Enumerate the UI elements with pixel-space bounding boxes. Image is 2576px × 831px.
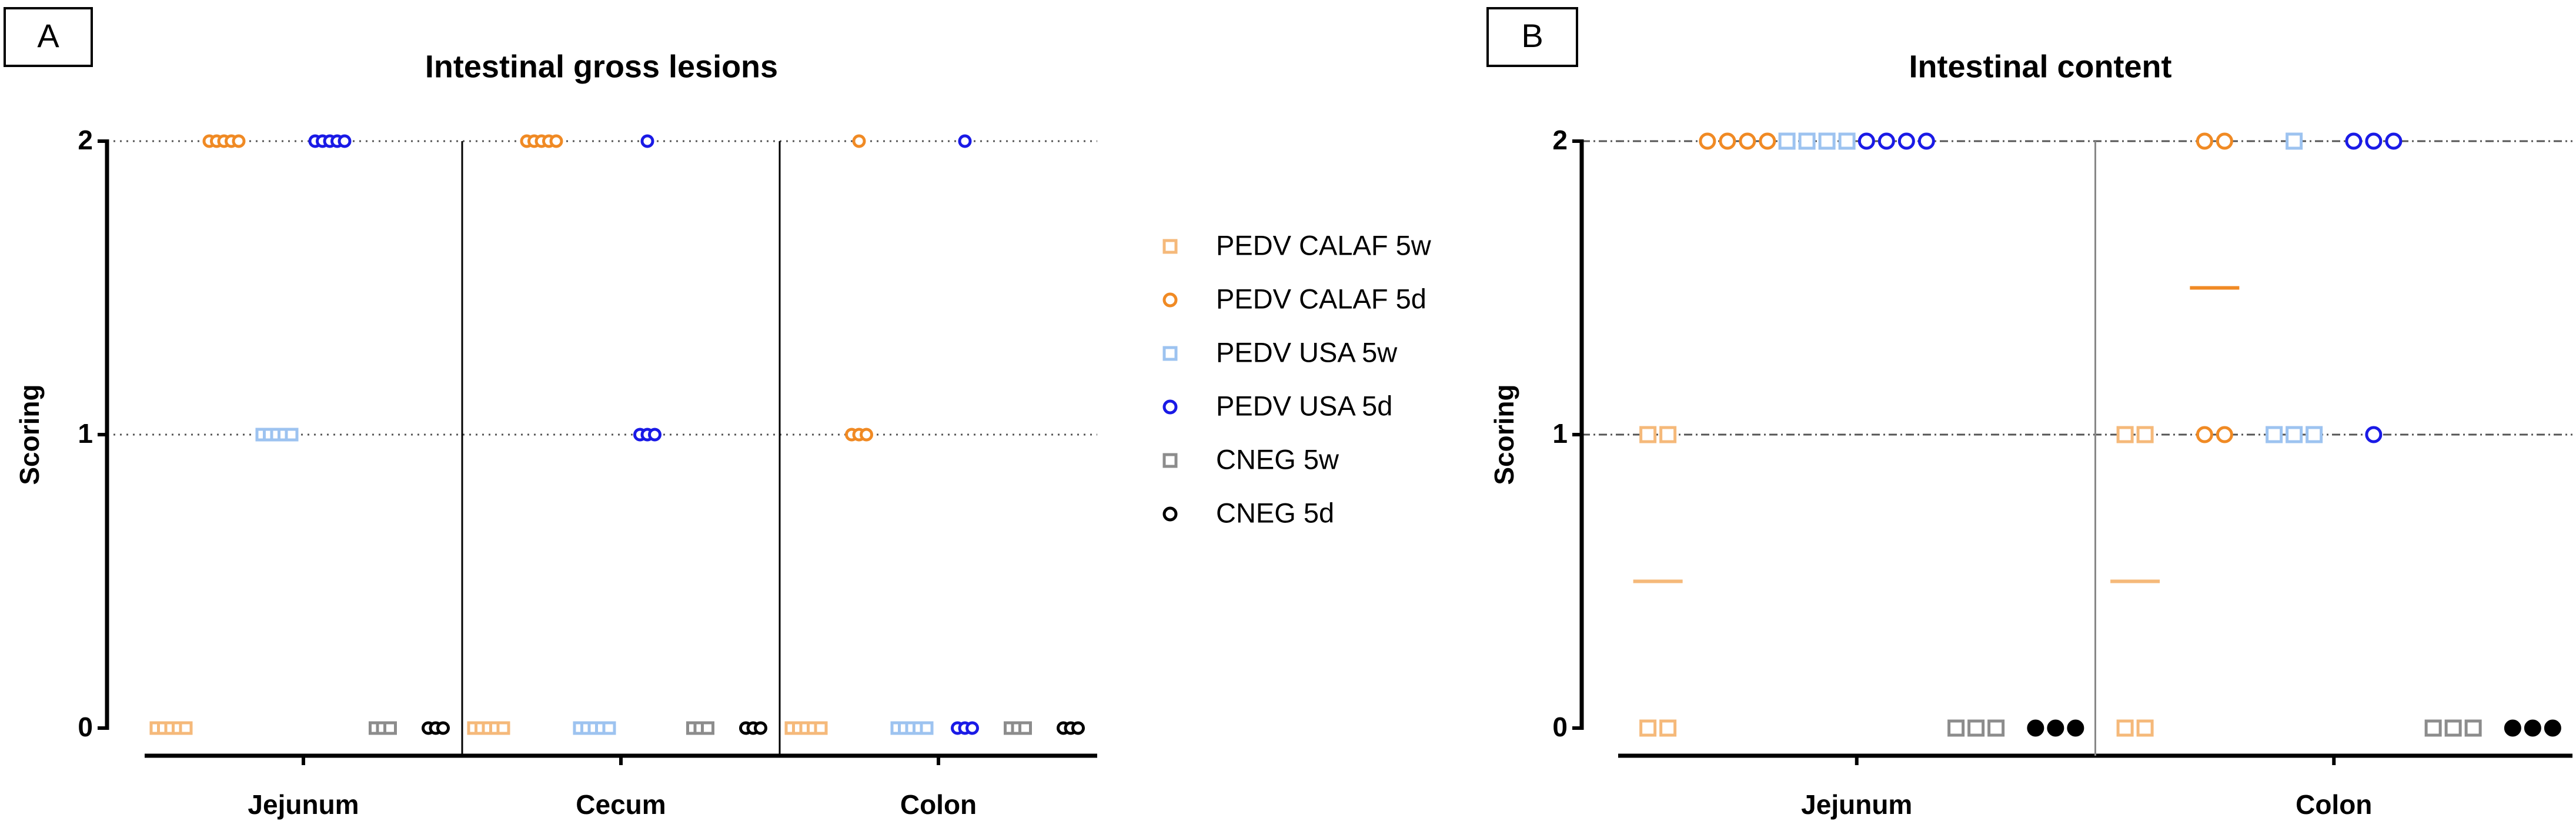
- data-point: [2385, 132, 2403, 150]
- x-tick-label: Jejunum: [248, 789, 359, 820]
- data-point: [1639, 719, 1657, 737]
- data-point: [1798, 132, 1816, 150]
- data-point: [648, 428, 661, 442]
- legend-label: CNEG 5d: [1216, 497, 1334, 528]
- panel-label: A: [37, 17, 59, 54]
- data-point: [232, 134, 246, 148]
- data-point: [496, 721, 510, 735]
- data-point: [1877, 132, 1895, 150]
- data-point: [1897, 132, 1915, 150]
- data-point: [2544, 719, 2561, 737]
- data-point: [1917, 132, 1935, 150]
- data-point: [1838, 132, 1856, 150]
- y-tick-label: 1: [1552, 418, 1568, 449]
- y-axis-label: Scoring: [1489, 384, 1519, 485]
- data-point: [1659, 719, 1677, 737]
- data-point: [2524, 719, 2541, 737]
- data-point: [1967, 719, 1985, 737]
- data-point: [2116, 426, 2134, 443]
- data-point: [958, 134, 972, 148]
- panel-label-box: [4, 7, 93, 67]
- data-point: [1639, 426, 1657, 443]
- y-tick-label: 2: [1552, 125, 1568, 155]
- data-point: [920, 721, 934, 735]
- data-point: [2067, 719, 2084, 737]
- data-point: [2444, 719, 2462, 737]
- y-tick-label: 0: [78, 712, 93, 742]
- legend-marker: [1162, 453, 1178, 468]
- data-point: [2345, 132, 2363, 150]
- data-point: [179, 721, 193, 735]
- legend-label: PEDV CALAF 5w: [1216, 229, 1432, 261]
- data-point: [2286, 132, 2303, 150]
- data-point: [852, 134, 866, 148]
- legend-label: PEDV CALAF 5d: [1216, 283, 1426, 314]
- data-point: [1759, 132, 1776, 150]
- data-point: [2196, 426, 2213, 443]
- data-point: [2027, 719, 2044, 737]
- chart-title: Intestinal gross lesions: [425, 49, 778, 84]
- data-point: [2286, 426, 2303, 443]
- x-tick-label: Colon: [900, 789, 977, 820]
- data-point: [2365, 426, 2383, 443]
- data-point: [1719, 132, 1736, 150]
- data-point: [814, 721, 828, 735]
- data-point: [436, 721, 450, 735]
- data-point: [2306, 426, 2323, 443]
- data-point: [1739, 132, 1756, 150]
- chart-title: Intestinal content: [1909, 49, 2171, 84]
- data-point: [1778, 132, 1796, 150]
- legend-marker: [1162, 292, 1178, 308]
- data-point: [2136, 426, 2154, 443]
- data-point: [1699, 132, 1716, 150]
- data-point: [1018, 721, 1032, 735]
- legend-marker: [1162, 506, 1178, 522]
- data-point: [2216, 132, 2233, 150]
- data-point: [285, 428, 299, 442]
- y-tick-label: 0: [1552, 712, 1568, 742]
- data-point: [602, 721, 616, 735]
- y-tick-label: 1: [78, 418, 93, 449]
- data-point: [701, 721, 714, 735]
- legend-marker: [1162, 239, 1178, 254]
- data-point: [549, 134, 563, 148]
- data-point: [1987, 719, 2005, 737]
- legend-label: PEDV USA 5d: [1216, 390, 1392, 421]
- data-point: [2116, 719, 2134, 737]
- legend-marker: [1162, 399, 1178, 415]
- legend-label: PEDV USA 5w: [1216, 336, 1398, 368]
- data-point: [2266, 426, 2283, 443]
- data-point: [2365, 132, 2383, 150]
- data-point: [1947, 719, 1965, 737]
- data-point: [1857, 132, 1875, 150]
- data-point: [1818, 132, 1836, 150]
- y-axis-label: Scoring: [14, 384, 45, 485]
- panel-label-box: [1486, 7, 1578, 67]
- data-point: [1071, 721, 1085, 735]
- legend-marker: [1162, 346, 1178, 361]
- data-point: [338, 134, 352, 148]
- y-tick-label: 2: [78, 125, 93, 155]
- data-point: [860, 428, 873, 442]
- data-point: [1659, 426, 1677, 443]
- data-point: [2424, 719, 2442, 737]
- data-point: [2136, 719, 2154, 737]
- data-point: [2504, 719, 2521, 737]
- data-point: [754, 721, 767, 735]
- panel-label: B: [1521, 17, 1543, 54]
- x-tick-label: Cecum: [576, 789, 666, 820]
- data-point: [2464, 719, 2482, 737]
- data-point: [383, 721, 397, 735]
- x-tick-label: Colon: [2296, 789, 2372, 820]
- data-point: [640, 134, 654, 148]
- data-point: [2196, 132, 2213, 150]
- legend-label: CNEG 5w: [1216, 443, 1339, 475]
- data-point: [965, 721, 979, 735]
- data-point: [2047, 719, 2064, 737]
- data-point: [2216, 426, 2233, 443]
- x-tick-label: Jejunum: [1801, 789, 1912, 820]
